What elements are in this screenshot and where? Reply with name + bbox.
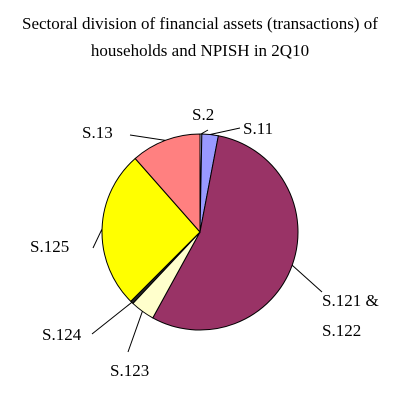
leader-line	[129, 134, 166, 141]
slice-label: S.123	[110, 361, 150, 380]
slice-label: S.2	[192, 105, 215, 124]
leader-line	[127, 311, 143, 353]
slice-label: S.121 & S.122	[322, 291, 379, 340]
slice-label: S.13	[82, 123, 113, 142]
pie-slice	[101, 157, 201, 303]
chart-title: Sectoral division of financial assets (t…	[22, 14, 378, 60]
leader-line	[291, 264, 323, 293]
pie-slice	[134, 133, 201, 234]
leader-line	[92, 228, 103, 249]
leader-line	[91, 301, 133, 335]
leader-line	[200, 129, 209, 135]
slice-label: S.11	[243, 119, 274, 138]
leader-line	[210, 127, 241, 136]
slice-label: S.125	[30, 237, 70, 256]
slice-label: S.124	[42, 325, 82, 344]
